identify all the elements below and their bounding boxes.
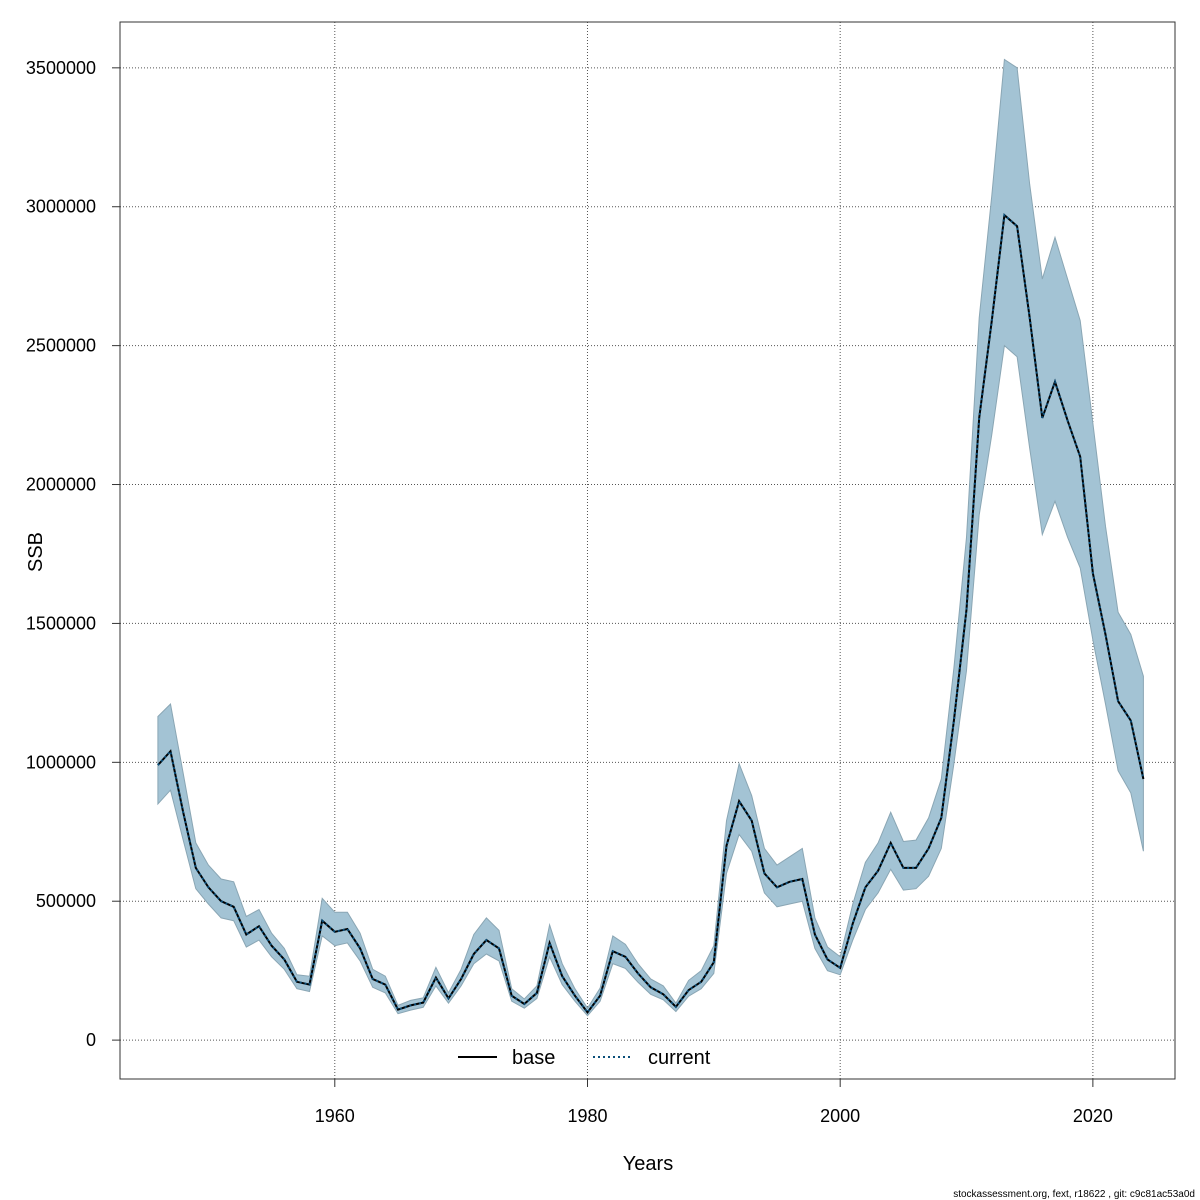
legend: base current <box>458 1047 711 1069</box>
y-axis: 0 500000 1000000 1500000 2000000 2500000 30000… <box>26 58 120 1050</box>
y-tick-label: 1500000 <box>26 613 96 633</box>
y-tick-label: 2500000 <box>26 336 96 356</box>
footer-credit: stockassessment.org, fext, r18622 , git:… <box>953 1189 1195 1200</box>
x-tick-label: 1980 <box>567 1106 607 1126</box>
x-tick-label: 2000 <box>820 1106 860 1126</box>
y-tick-label: 0 <box>86 1030 96 1050</box>
legend-current-label: current <box>648 1047 711 1069</box>
series-current-line <box>157 213 1145 1014</box>
x-axis-title: Years <box>623 1153 673 1175</box>
y-axis-title: SSB <box>25 532 47 572</box>
plot-frame <box>119 21 1176 1080</box>
y-tick-label: 2000000 <box>26 475 96 495</box>
x-tick-label: 2020 <box>1073 1106 1113 1126</box>
confidence-band <box>157 58 1144 1017</box>
y-tick-label: 3000000 <box>26 197 96 217</box>
legend-base-label: base <box>512 1047 555 1069</box>
y-tick-label: 3500000 <box>26 58 96 78</box>
x-tick-label: 1960 <box>315 1106 355 1126</box>
x-axis: 1960 1980 2000 2020 <box>315 1079 1113 1126</box>
y-tick-label: 500000 <box>36 891 96 911</box>
y-tick-label: 1000000 <box>26 752 96 772</box>
